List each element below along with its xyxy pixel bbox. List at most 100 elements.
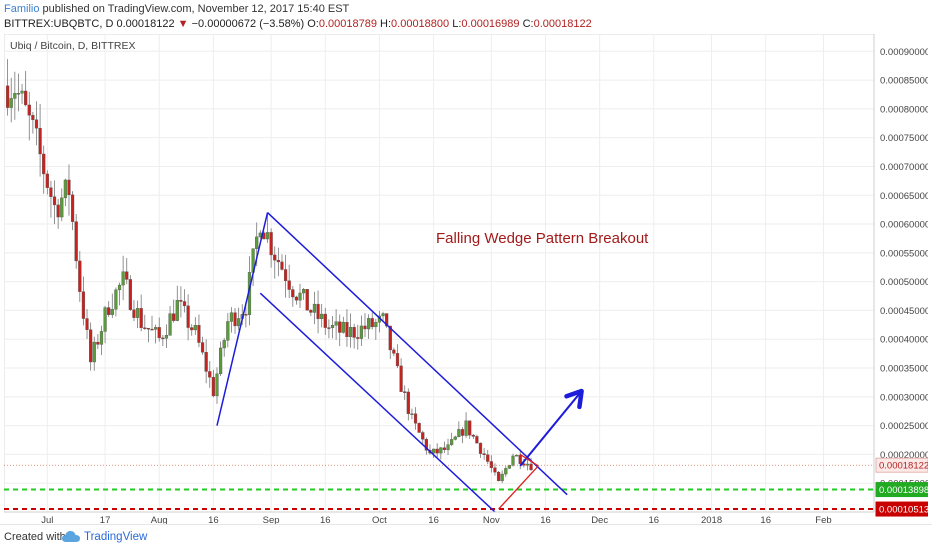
y-tick-label: 0.00035000 bbox=[880, 364, 928, 375]
y-tick-label: 0.00080000 bbox=[880, 104, 928, 115]
candle-body bbox=[265, 232, 270, 240]
candle-body bbox=[45, 173, 49, 188]
annotation-text: Falling Wedge Pattern Breakout bbox=[436, 230, 649, 247]
x-tick-label: Aug bbox=[151, 515, 168, 524]
candle-body bbox=[182, 301, 187, 307]
candle-body bbox=[431, 448, 436, 454]
high-value: 0.00018800 bbox=[391, 18, 450, 30]
low-label: L: bbox=[452, 18, 462, 30]
x-tick-label: 16 bbox=[540, 515, 551, 524]
y-tick-label: 0.00045000 bbox=[880, 306, 928, 317]
price-badge-label: 0.00013898 bbox=[879, 485, 928, 496]
candle-body bbox=[489, 461, 493, 468]
candle-body bbox=[117, 284, 122, 291]
x-tick-label: 16 bbox=[428, 515, 439, 524]
candle-body bbox=[435, 448, 439, 454]
wedge-line-upper bbox=[519, 453, 539, 467]
candle-body bbox=[56, 204, 60, 218]
candle-body bbox=[197, 325, 201, 343]
candle-body bbox=[186, 305, 190, 328]
candle-body bbox=[143, 327, 147, 329]
x-tick-label: Nov bbox=[483, 515, 500, 524]
candle-body bbox=[168, 313, 172, 336]
candle-body bbox=[363, 325, 367, 330]
price-axis[interactable]: 0.00090000 0.00085000 0.00080000 0.00075000… bbox=[873, 34, 930, 517]
candle-body bbox=[356, 337, 360, 339]
y-tick-label: 0.00055000 bbox=[880, 248, 928, 259]
candle-body bbox=[150, 328, 154, 331]
support-lines bbox=[4, 488, 874, 511]
high-label: H: bbox=[380, 18, 392, 30]
candle-body bbox=[529, 463, 533, 471]
y-tick-label: 0.00065000 bbox=[880, 191, 928, 202]
x-tick-label: Sep bbox=[263, 515, 280, 524]
candle-body bbox=[16, 93, 21, 95]
channel-lower-line bbox=[259, 292, 496, 513]
candle-body bbox=[222, 340, 226, 349]
x-tick-label: Dec bbox=[591, 515, 608, 524]
footer: Created with TradingView bbox=[0, 524, 932, 551]
candle-body bbox=[486, 454, 490, 462]
price-badge-label: 0.00018122 bbox=[879, 461, 928, 472]
candle-body bbox=[385, 313, 389, 327]
candle-body bbox=[226, 321, 230, 341]
candle-body bbox=[24, 90, 28, 106]
y-tick-label: 0.00030000 bbox=[880, 392, 928, 403]
arrow-line bbox=[519, 390, 583, 467]
candle-body bbox=[125, 271, 129, 280]
candle-body bbox=[345, 321, 349, 338]
candle-body bbox=[276, 259, 280, 263]
candle-body bbox=[67, 179, 71, 196]
chart-header: Familio published on TradingView.com, No… bbox=[4, 2, 924, 32]
candle-body bbox=[175, 299, 179, 321]
candle-body bbox=[154, 327, 158, 330]
candle-body bbox=[63, 179, 67, 199]
grid bbox=[3, 33, 875, 513]
tradingview-cloud-icon bbox=[62, 530, 80, 549]
candle-body bbox=[218, 347, 223, 375]
candle-body bbox=[139, 308, 143, 328]
candle-body bbox=[9, 98, 13, 108]
price-chart[interactable]: 0.00090000 0.00085000 0.00080000 0.00075000… bbox=[3, 33, 930, 526]
candle-body bbox=[395, 353, 400, 367]
candle-body bbox=[273, 254, 277, 261]
candle-body bbox=[496, 471, 501, 482]
candle-body bbox=[233, 312, 237, 327]
candle-body bbox=[34, 119, 39, 129]
candle-body bbox=[413, 413, 418, 424]
author-link[interactable]: Familio bbox=[4, 3, 40, 15]
y-tick-label: 0.00070000 bbox=[880, 162, 928, 173]
candle-body bbox=[237, 318, 241, 327]
candle-body bbox=[78, 260, 82, 292]
candle-body bbox=[471, 434, 475, 437]
drawings bbox=[216, 211, 584, 513]
candle-body bbox=[399, 365, 403, 392]
close-label: C: bbox=[522, 18, 534, 30]
candle-body bbox=[464, 420, 468, 436]
candle-body bbox=[334, 321, 338, 326]
candle-body bbox=[157, 327, 161, 339]
candle-body bbox=[515, 454, 519, 457]
candle-body bbox=[453, 436, 457, 440]
last-price: 0.00018122 bbox=[116, 18, 175, 30]
candle-body bbox=[146, 327, 150, 330]
candle-body bbox=[316, 303, 320, 319]
candle-body bbox=[410, 413, 414, 415]
candle-body bbox=[341, 321, 345, 333]
candle-body bbox=[204, 351, 208, 372]
close-value: 0.00018122 bbox=[533, 18, 592, 30]
chart-area[interactable]: 0.00090000 0.00085000 0.00080000 0.00075000… bbox=[3, 33, 930, 526]
x-tick-label: 16 bbox=[208, 515, 219, 524]
candle-body bbox=[31, 115, 35, 120]
published-line: Familio published on TradingView.com, No… bbox=[4, 2, 924, 17]
symbol-label: Ubiq / Bitcoin, D, BITTREX bbox=[10, 40, 136, 52]
change-text: −0.00000672 (−3.58%) bbox=[191, 18, 305, 30]
candle-body bbox=[312, 303, 317, 313]
y-tick-label: 0.00060000 bbox=[880, 220, 928, 231]
candle-body bbox=[280, 261, 284, 270]
candle-body bbox=[27, 104, 31, 116]
candle-body bbox=[381, 313, 385, 317]
tradingview-brand[interactable]: TradingView bbox=[84, 531, 148, 543]
time-axis[interactable]: Jul 17 Aug 16 Sep 16 Oct 16 Nov 16 Dec 16 2018 16 Feb bbox=[4, 511, 874, 526]
candle-body bbox=[305, 289, 309, 311]
